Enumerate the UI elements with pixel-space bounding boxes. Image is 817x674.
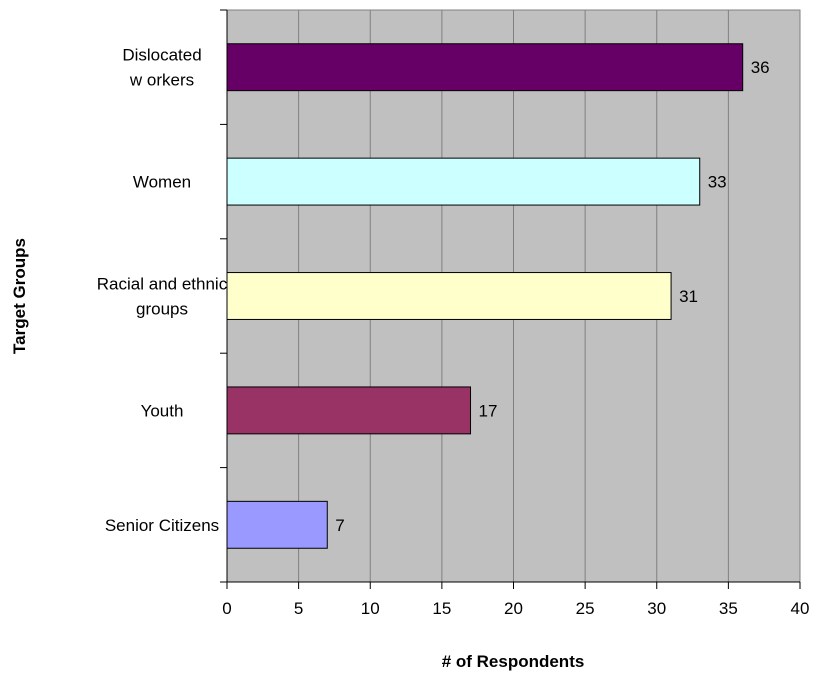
- category-label-line: Racial and ethnic: [97, 275, 228, 294]
- x-tick-label: 15: [432, 599, 451, 618]
- x-tick-label: 35: [719, 599, 738, 618]
- category-label: Dislocated w orkers: [122, 46, 201, 90]
- category-labels: Dislocated w orkers Women Racial and ethnic…: [97, 46, 228, 535]
- x-tick-label: 25: [576, 599, 595, 618]
- axes: [220, 9, 801, 589]
- x-tick-label: 10: [361, 599, 380, 618]
- category-label: Racial and ethnic groups: [97, 275, 228, 319]
- x-tick-label: 20: [504, 599, 523, 618]
- category-label-line: Senior Citizens: [105, 516, 219, 535]
- data-label: 7: [335, 516, 344, 535]
- category-label-line: Dislocated: [122, 46, 201, 65]
- category-label: Youth: [141, 401, 184, 420]
- category-label-line: groups: [136, 300, 188, 319]
- category-label-line: Youth: [141, 401, 184, 420]
- x-tick-label: 5: [294, 599, 303, 618]
- x-axis-title: # of Respondents: [442, 652, 585, 671]
- x-tick-label: 40: [791, 599, 810, 618]
- category-label-line: w orkers: [129, 71, 194, 90]
- data-label: 36: [751, 58, 770, 77]
- bar: [226, 386, 472, 435]
- bar: [226, 272, 672, 320]
- data-label: 17: [479, 401, 498, 420]
- x-tick-label: 0: [222, 599, 231, 618]
- category-label-line: Women: [133, 173, 191, 192]
- y-axis-title: Target Groups: [10, 238, 29, 354]
- bar: [226, 43, 744, 92]
- x-tick-labels: 0 5 10 15 20 25 30 35 40: [222, 599, 809, 618]
- bars: [226, 43, 744, 549]
- category-label: Senior Citizens: [105, 516, 219, 535]
- data-label: 33: [708, 173, 727, 192]
- category-label: Women: [133, 173, 191, 192]
- data-label: 31: [679, 287, 698, 306]
- bar: [226, 157, 701, 206]
- x-tick-label: 30: [647, 599, 666, 618]
- data-labels: 36 33 31 17 7: [335, 58, 769, 535]
- bar: [226, 500, 328, 549]
